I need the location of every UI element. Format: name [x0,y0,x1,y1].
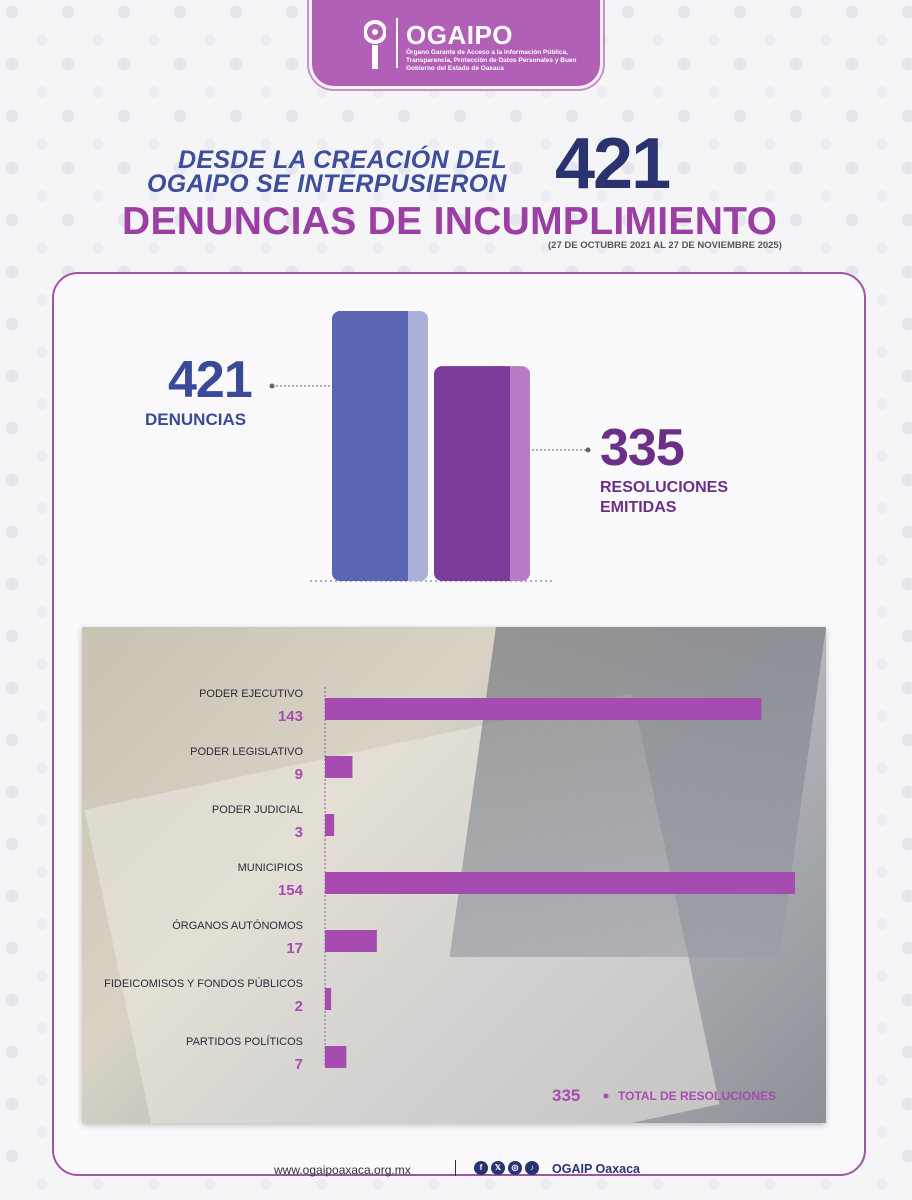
value-label: 154 [278,882,304,899]
value-label: 3 [295,824,303,841]
total-value: 335 [552,1086,580,1105]
bar-fill-1 [494,366,510,581]
category-label: MUNICIPIOS [238,862,303,874]
hbar [325,988,332,1010]
category-label: ÓRGANOS AUTÓNOMOS [172,919,303,932]
value-label: 143 [278,708,303,725]
facebook-icon[interactable]: f [474,1161,488,1175]
category-label: PARTIDOS POLÍTICOS [186,1035,303,1048]
category-label: PODER LEGISLATIVO [190,746,303,758]
bar-1 [434,366,510,581]
resolutions-bar-chart: PODER EJECUTIVO 143 PODER LEGISLATIVO 9 PODE… [104,687,795,1105]
date-range: (27 DE OCTUBRE 2021 AL 27 DE NOVIEMBRE 2… [548,240,782,251]
hbar [325,1046,347,1068]
headline-number: 421 [555,124,671,204]
bar-highlight-1 [504,366,530,581]
x-icon[interactable]: 𝕏 [491,1161,505,1175]
footer-separator [455,1160,456,1176]
headline-line1: DESDE LA CREACIÓN DEL [178,146,508,174]
category-label: PODER EJECUTIVO [199,688,303,700]
total-label: TOTAL DE RESOLUCIONES [618,1089,776,1103]
bar-fill-0 [392,311,408,581]
resoluciones-label: RESOLUCIONES EMITIDAS [600,479,729,516]
social-icons: f 𝕏 ◎ ♪ [474,1161,539,1175]
bar-highlight-0 [402,311,428,581]
category-label: PODER JUDICIAL [212,804,303,816]
value-label: 17 [286,940,303,957]
footer: www.ogaipoaxaca.org.mx f 𝕏 ◎ ♪ OGAIP Oax… [0,1158,912,1180]
resoluciones-number: 335 [600,419,685,477]
logo-separator [396,18,398,68]
leader-dot-denuncias [269,383,275,389]
logo-name: OGAIPO [406,20,514,50]
total-dot [603,1093,609,1099]
value-label: 9 [295,766,303,783]
value-label: 7 [295,1056,303,1073]
logo-subtitle: Órgano Garante de Acceso a la Informació… [406,49,577,72]
instagram-icon[interactable]: ◎ [508,1161,522,1175]
headline-title: DENUNCIAS DE INCUMPLIMIENTO [122,200,778,243]
summary-bar-chart [269,311,591,582]
headline-line2: OGAIPO SE INTERPUSIERON [147,170,507,198]
tiktok-icon[interactable]: ♪ [525,1161,539,1175]
leader-dot-resoluciones [585,447,591,453]
denuncias-label: DENUNCIAS [145,410,247,429]
value-label: 2 [295,998,303,1015]
logo-header: OGAIPO Órgano Garante de Acceso a la Inf… [312,0,600,86]
hbar [325,756,353,778]
category-label: FIDEICOMISOS Y FONDOS PÚBLICOS [104,977,303,990]
website-link[interactable]: www.ogaipoaxaca.org.mx [274,1163,411,1177]
denuncias-number: 421 [168,351,253,409]
hbar [325,930,377,952]
ogaipo-logo-icon [364,20,386,69]
hbar [325,698,762,720]
social-handle: OGAIP Oaxaca [552,1162,641,1176]
hbar [325,814,335,836]
bar-0 [332,311,408,581]
hbar [325,872,795,894]
